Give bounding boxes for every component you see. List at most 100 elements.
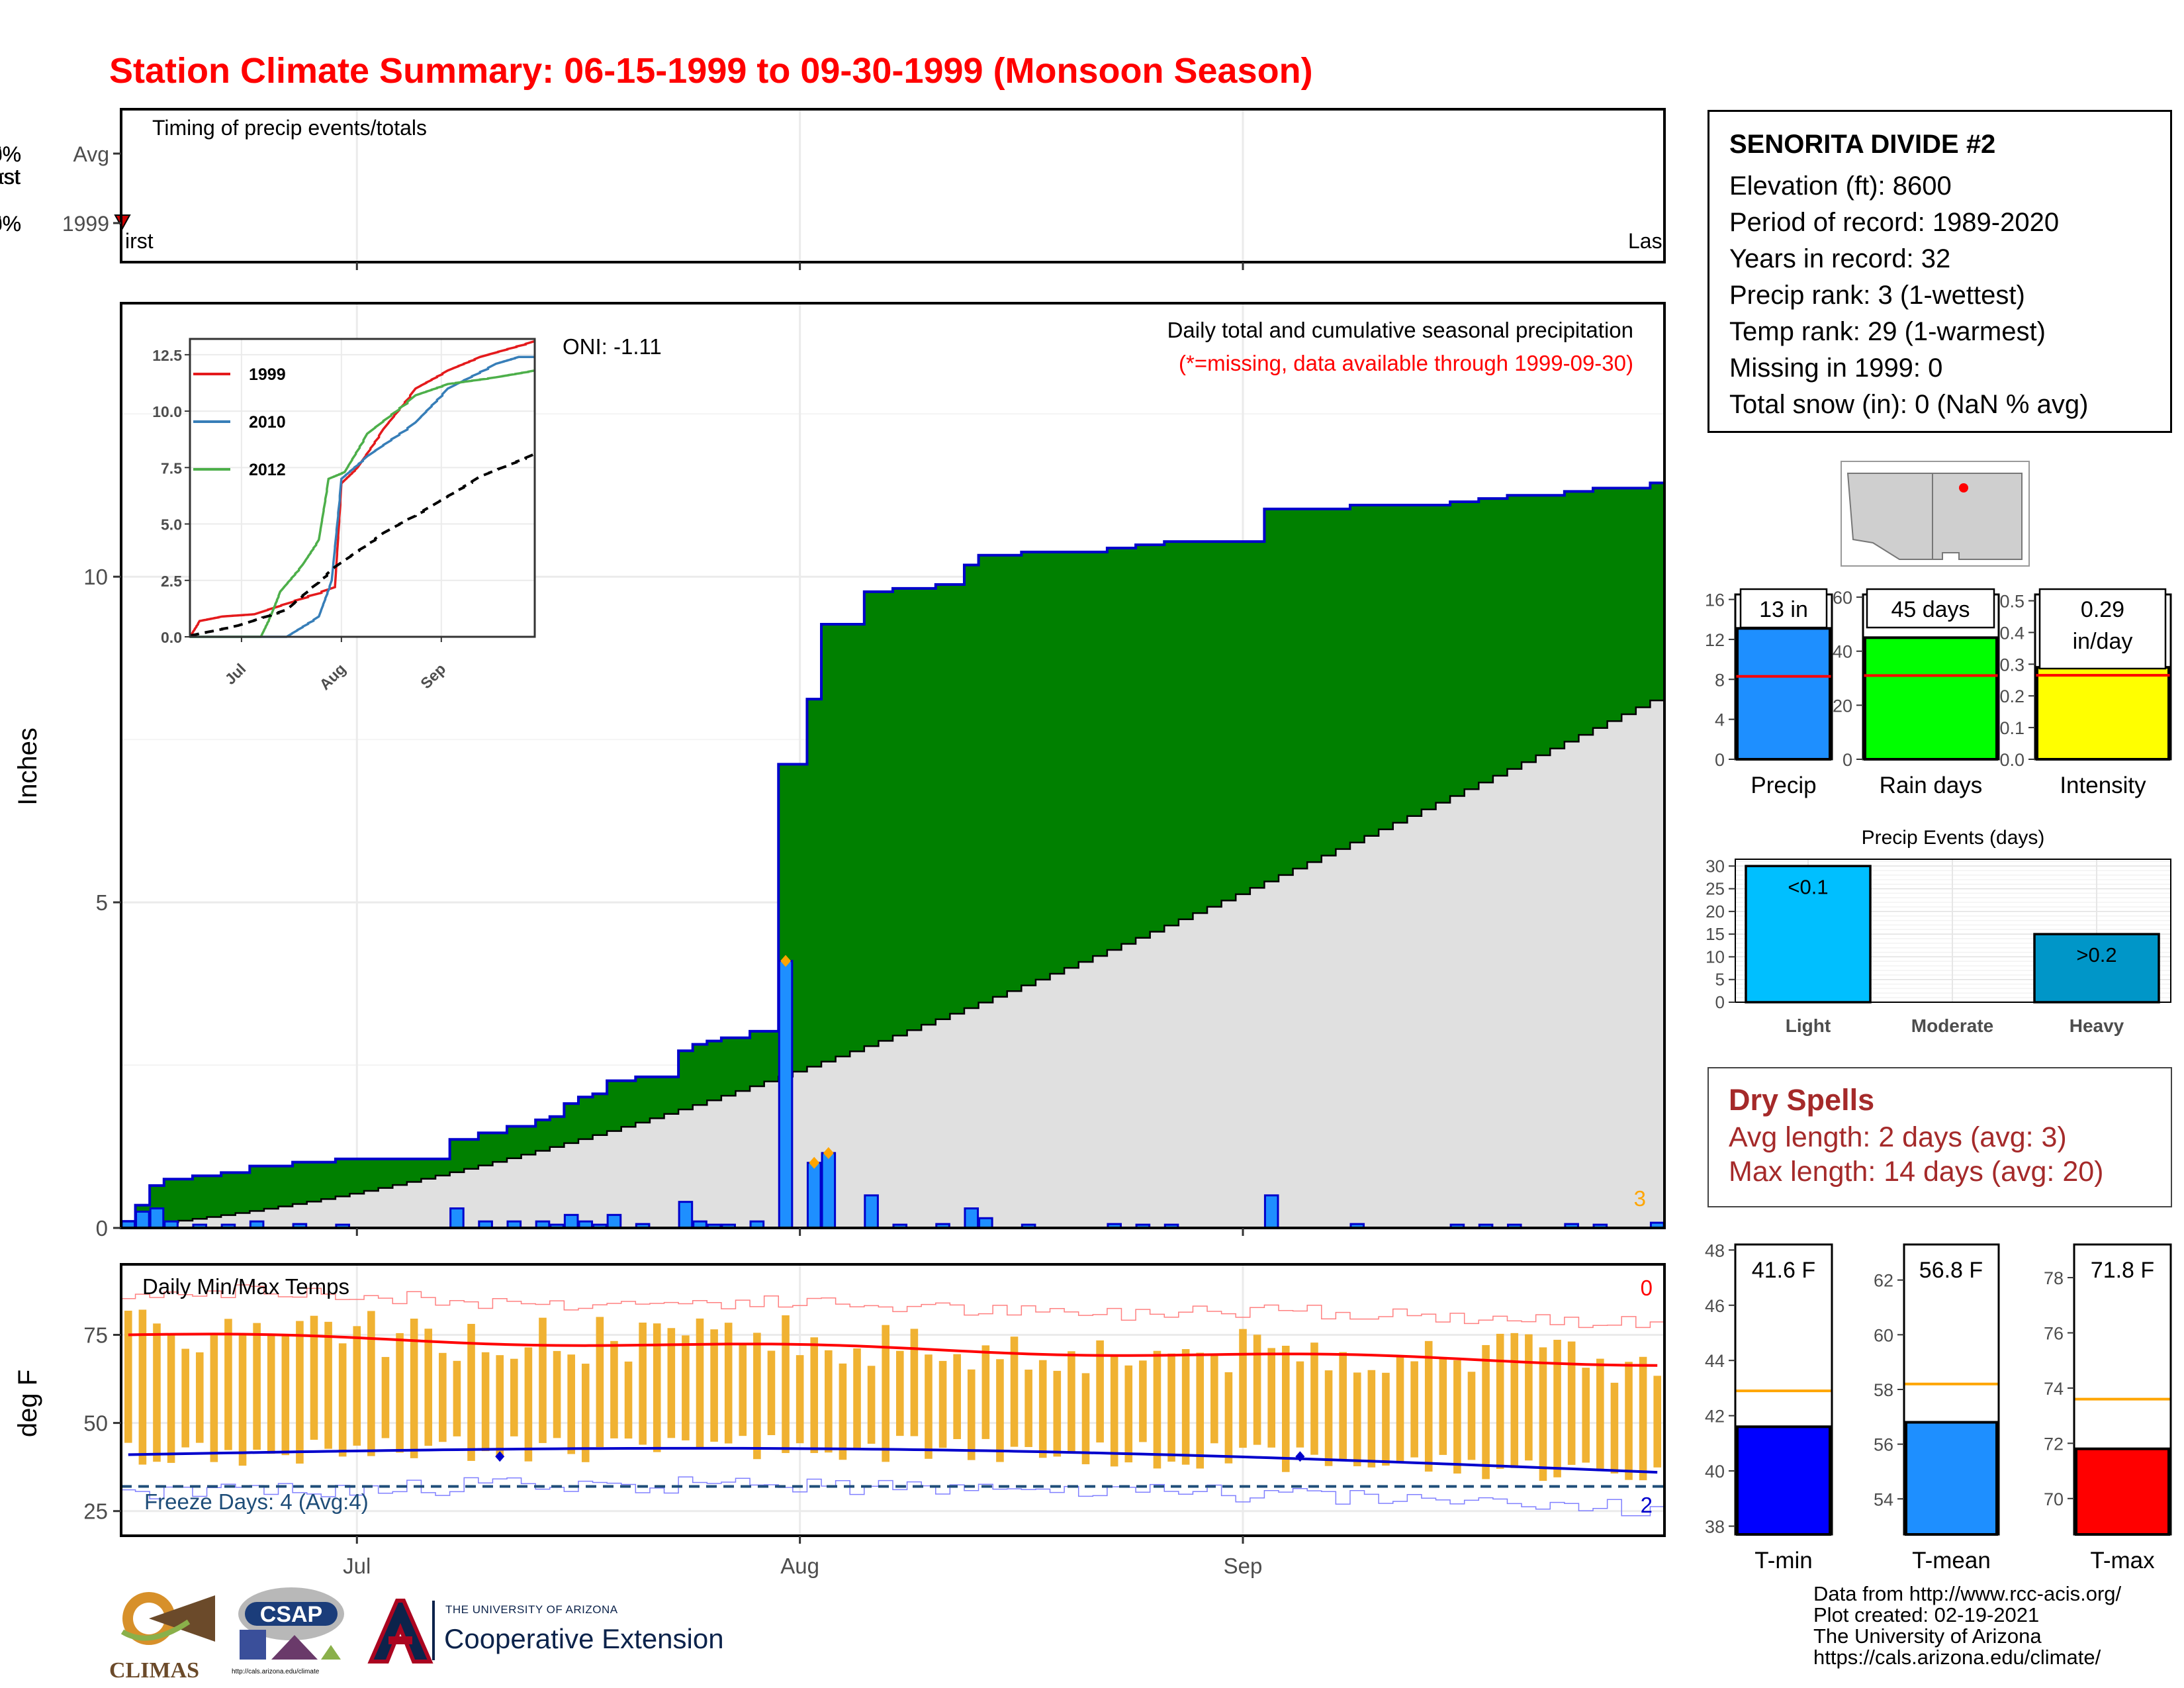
- intensity-chart-value-label: 0.29: [2081, 597, 2124, 622]
- daily-temp-bar: [1068, 1351, 1075, 1454]
- daily-temp-bar: [1610, 1382, 1619, 1474]
- tmax-chart-y-tick-label: 74: [2044, 1379, 2064, 1399]
- timing-row-label: Avg: [73, 142, 109, 166]
- daily-temp-bar: [1181, 1349, 1190, 1465]
- daily-temp-bar: [1167, 1353, 1175, 1462]
- record-low-count: 2: [1641, 1493, 1653, 1517]
- dry-spells-max: Max length: 14 days (avg: 20): [1729, 1156, 2104, 1188]
- tmin-chart-y-tick-label: 48: [1705, 1241, 1725, 1260]
- daily-temp-bar: [1396, 1355, 1404, 1464]
- timing-avg-50-label: 50%: [0, 142, 21, 166]
- daily-temp-bar: [1096, 1340, 1104, 1443]
- daily-temp-bar: [1010, 1336, 1019, 1447]
- precip-total-chart-value-label: 13 in: [1759, 597, 1808, 622]
- daily-precip-bar: [1263, 1194, 1279, 1229]
- intensity-chart-label-box: [2038, 588, 2167, 670]
- station-info-panel: SENORITA DIVIDE #2 Elevation (ft): 8600 …: [1707, 110, 2172, 433]
- daily-temp-bar: [724, 1323, 733, 1444]
- intensity-chart-y-tick-label: 0.0: [1999, 750, 2025, 770]
- daily-temp-bar: [1453, 1360, 1461, 1474]
- station-elevation: Elevation (ft): 8600: [1729, 171, 1952, 201]
- timing-1999-last-label: Las: [1628, 229, 1662, 253]
- inset-y-tick-label: 0.0: [161, 629, 182, 646]
- precip-events-y-tick-label: 25: [1706, 879, 1725, 899]
- daily-temp-bar: [310, 1315, 318, 1440]
- freeze-day-marker: [495, 1451, 505, 1462]
- precip-events-y-tick-label: 0: [1715, 992, 1725, 1012]
- inset-y-tick-label: 5.0: [161, 516, 182, 534]
- daily-temp-bar: [338, 1343, 347, 1457]
- daily-temp-bar: [1253, 1335, 1261, 1445]
- daily-temp-bar: [1124, 1365, 1133, 1463]
- daily-temp-bar: [324, 1321, 332, 1449]
- tmin-chart-y-tick-label: 38: [1705, 1517, 1725, 1536]
- daily-temp-bar: [1081, 1373, 1090, 1464]
- station-period: Period of record: 1989-2020: [1729, 208, 2060, 237]
- daily-temp-bar: [1510, 1333, 1519, 1468]
- tmin-chart-value-label: 41.6 F: [1752, 1258, 1815, 1283]
- tmean-chart-y-tick-label: 58: [1874, 1380, 1893, 1400]
- daily-temp-bar: [510, 1358, 518, 1436]
- sun-icon: [120, 1592, 215, 1645]
- daily-temp-bar: [796, 1355, 804, 1444]
- precip-events-bar-label: >0.2: [2076, 943, 2116, 966]
- x-tick-label: Jul: [343, 1554, 371, 1578]
- daily-temp-bar: [181, 1348, 189, 1448]
- precip-caption: Daily total and cumulative seasonal prec…: [1167, 318, 1633, 342]
- timing-1999-first-label: irst: [125, 229, 154, 253]
- daily-temp-bar: [610, 1340, 618, 1438]
- daily-precip-bar: [606, 1213, 622, 1229]
- heavy-event-marker: [823, 1147, 834, 1159]
- daily-temp-bar: [1024, 1370, 1032, 1447]
- precip-events-title: Precip Events (days): [1862, 827, 2045, 849]
- daily-temp-bar: [596, 1317, 604, 1448]
- inset-legend-label: 1999: [249, 365, 286, 384]
- daily-temp-bar: [925, 1354, 933, 1459]
- daily-temp-bar: [1353, 1372, 1361, 1467]
- daily-temp-bar: [124, 1311, 132, 1443]
- dry-spells-panel: Dry Spells Avg length: 2 days (avg: 3) M…: [1707, 1067, 2172, 1207]
- x-tick-label: Sep: [1224, 1554, 1263, 1578]
- daily-temp-bar: [138, 1309, 147, 1465]
- daily-temp-bar: [710, 1329, 718, 1442]
- inset-series-line: [189, 340, 535, 637]
- daily-temp-bar: [910, 1329, 919, 1436]
- daily-temp-bar: [624, 1361, 633, 1439]
- dry-spells-avg: Avg length: 2 days (avg: 3): [1729, 1121, 2067, 1153]
- precip-y-tick-label: 0: [96, 1216, 108, 1241]
- precip-events-bar: [2033, 933, 2160, 1004]
- daily-temp-bar: [1467, 1372, 1476, 1460]
- tmean-chart-value-label: 56.8 F: [1919, 1258, 1983, 1283]
- freeze-day-marker: [1295, 1451, 1305, 1462]
- daily-temp-bar: [1496, 1333, 1504, 1469]
- temp-y-tick-label: 75: [83, 1323, 108, 1347]
- daily-temp-bar: [682, 1335, 690, 1440]
- inset-y-tick-label: 12.5: [152, 347, 182, 364]
- tmean-chart-y-tick-label: 56: [1874, 1435, 1893, 1455]
- daily-temp-bar: [853, 1348, 861, 1450]
- daily-precip-bar: [449, 1207, 465, 1229]
- csap-text: CSAP: [260, 1602, 322, 1627]
- tmin-chart-border: [1734, 1243, 1833, 1536]
- logos: CLIMAS CSAP http://cals.arizona.edu/clim…: [109, 1582, 745, 1683]
- station-snow: Total snow (in): 0 (NaN % avg): [1729, 390, 2089, 419]
- daily-temp-bar: [496, 1355, 504, 1457]
- daily-precip-bar: [563, 1213, 579, 1229]
- rain-days-chart-value-label: 45 days: [1891, 597, 1970, 622]
- daily-temp-bar: [410, 1319, 418, 1458]
- daily-temp-bar: [539, 1317, 547, 1443]
- precip-total-chart-title: Precip: [1751, 773, 1816, 798]
- precip-panel-border: [120, 302, 1666, 1229]
- inset-legend-label: 2012: [249, 461, 286, 479]
- daily-temp-bar: [938, 1360, 947, 1448]
- heavy-event-marker: [809, 1156, 820, 1169]
- tmax-chart-y-tick-label: 76: [2044, 1323, 2064, 1343]
- avg-tmin-line: [128, 1446, 1658, 1474]
- daily-temp-bar: [1582, 1368, 1590, 1463]
- daily-temp-bar: [481, 1352, 490, 1452]
- daily-temp-bar: [267, 1335, 275, 1454]
- daily-temp-bar: [1110, 1356, 1118, 1467]
- tmean-chart-bar: [1905, 1421, 1998, 1536]
- timing-avg-75-label: 75%: [0, 142, 21, 166]
- temp-panel-title: Daily Min/Max Temps: [142, 1274, 349, 1299]
